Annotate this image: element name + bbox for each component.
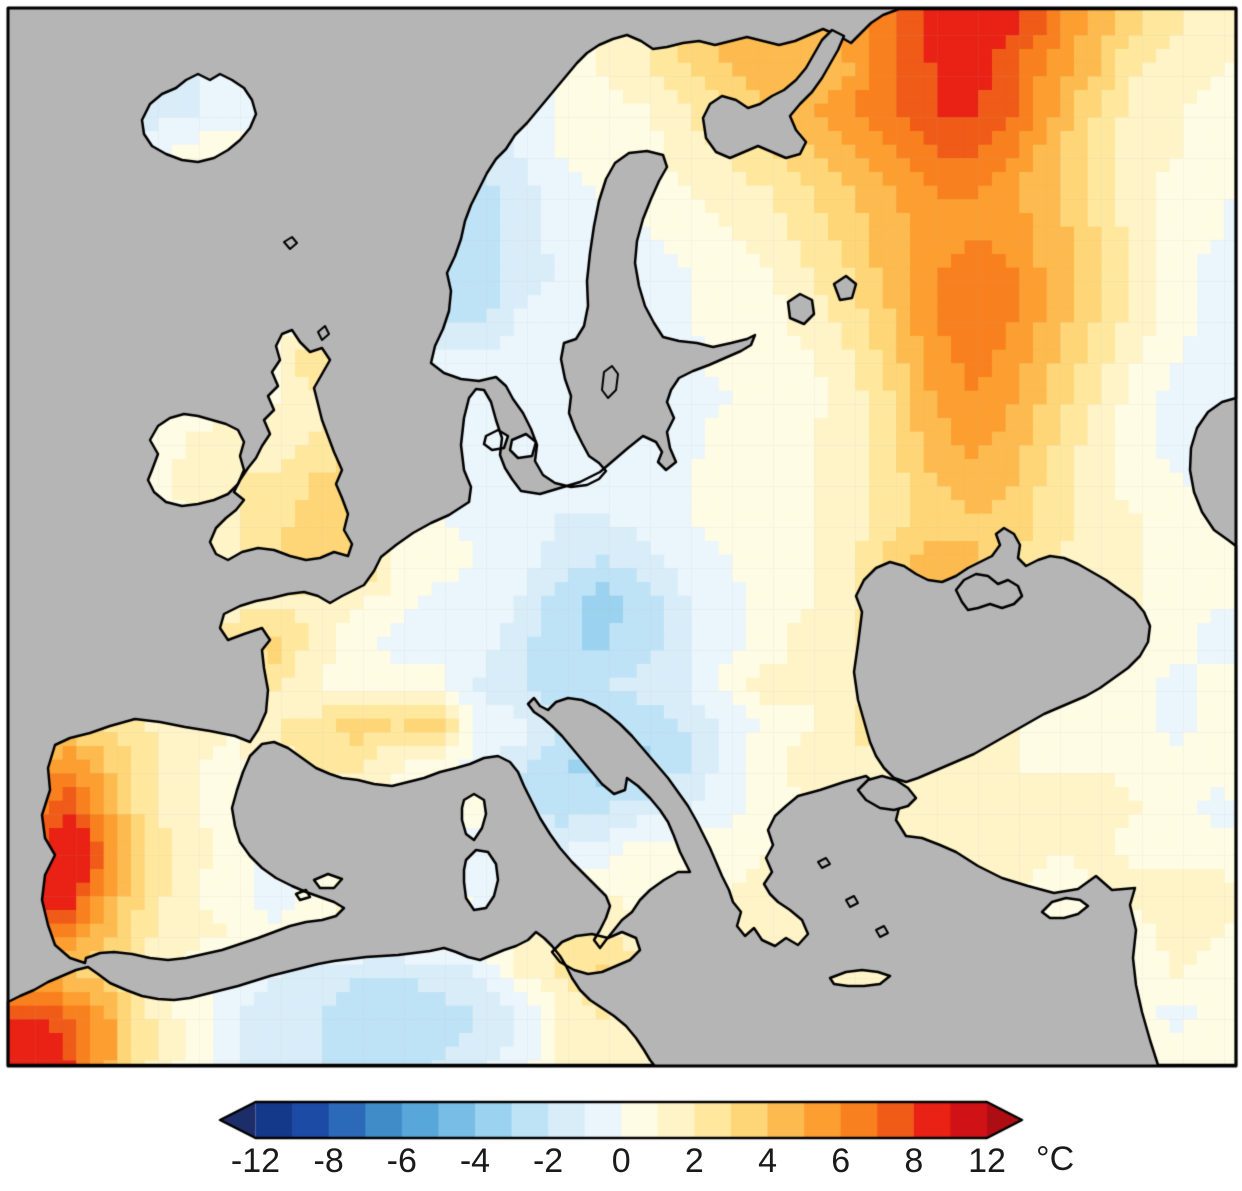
colorbar-tick-label: 0 bbox=[611, 1142, 631, 1180]
colorbar-tick-label: -8 bbox=[313, 1142, 344, 1180]
colorbar-tick-label: 8 bbox=[904, 1142, 924, 1180]
colorbar-tick-label: 2 bbox=[684, 1142, 704, 1180]
colorbar-tick-label: -6 bbox=[386, 1142, 417, 1180]
colorbar-unit-label: °C bbox=[1036, 1140, 1075, 1178]
colorbar-tick-label: 6 bbox=[831, 1142, 851, 1180]
colorbar-tick-label: -4 bbox=[459, 1142, 491, 1180]
colorbar-tick-label: 4 bbox=[758, 1142, 778, 1180]
colorbar-tick-label: 12 bbox=[968, 1142, 1006, 1180]
colorbar-tick-label: -2 bbox=[532, 1142, 564, 1180]
colorbar-tick-label: -12 bbox=[230, 1142, 281, 1180]
